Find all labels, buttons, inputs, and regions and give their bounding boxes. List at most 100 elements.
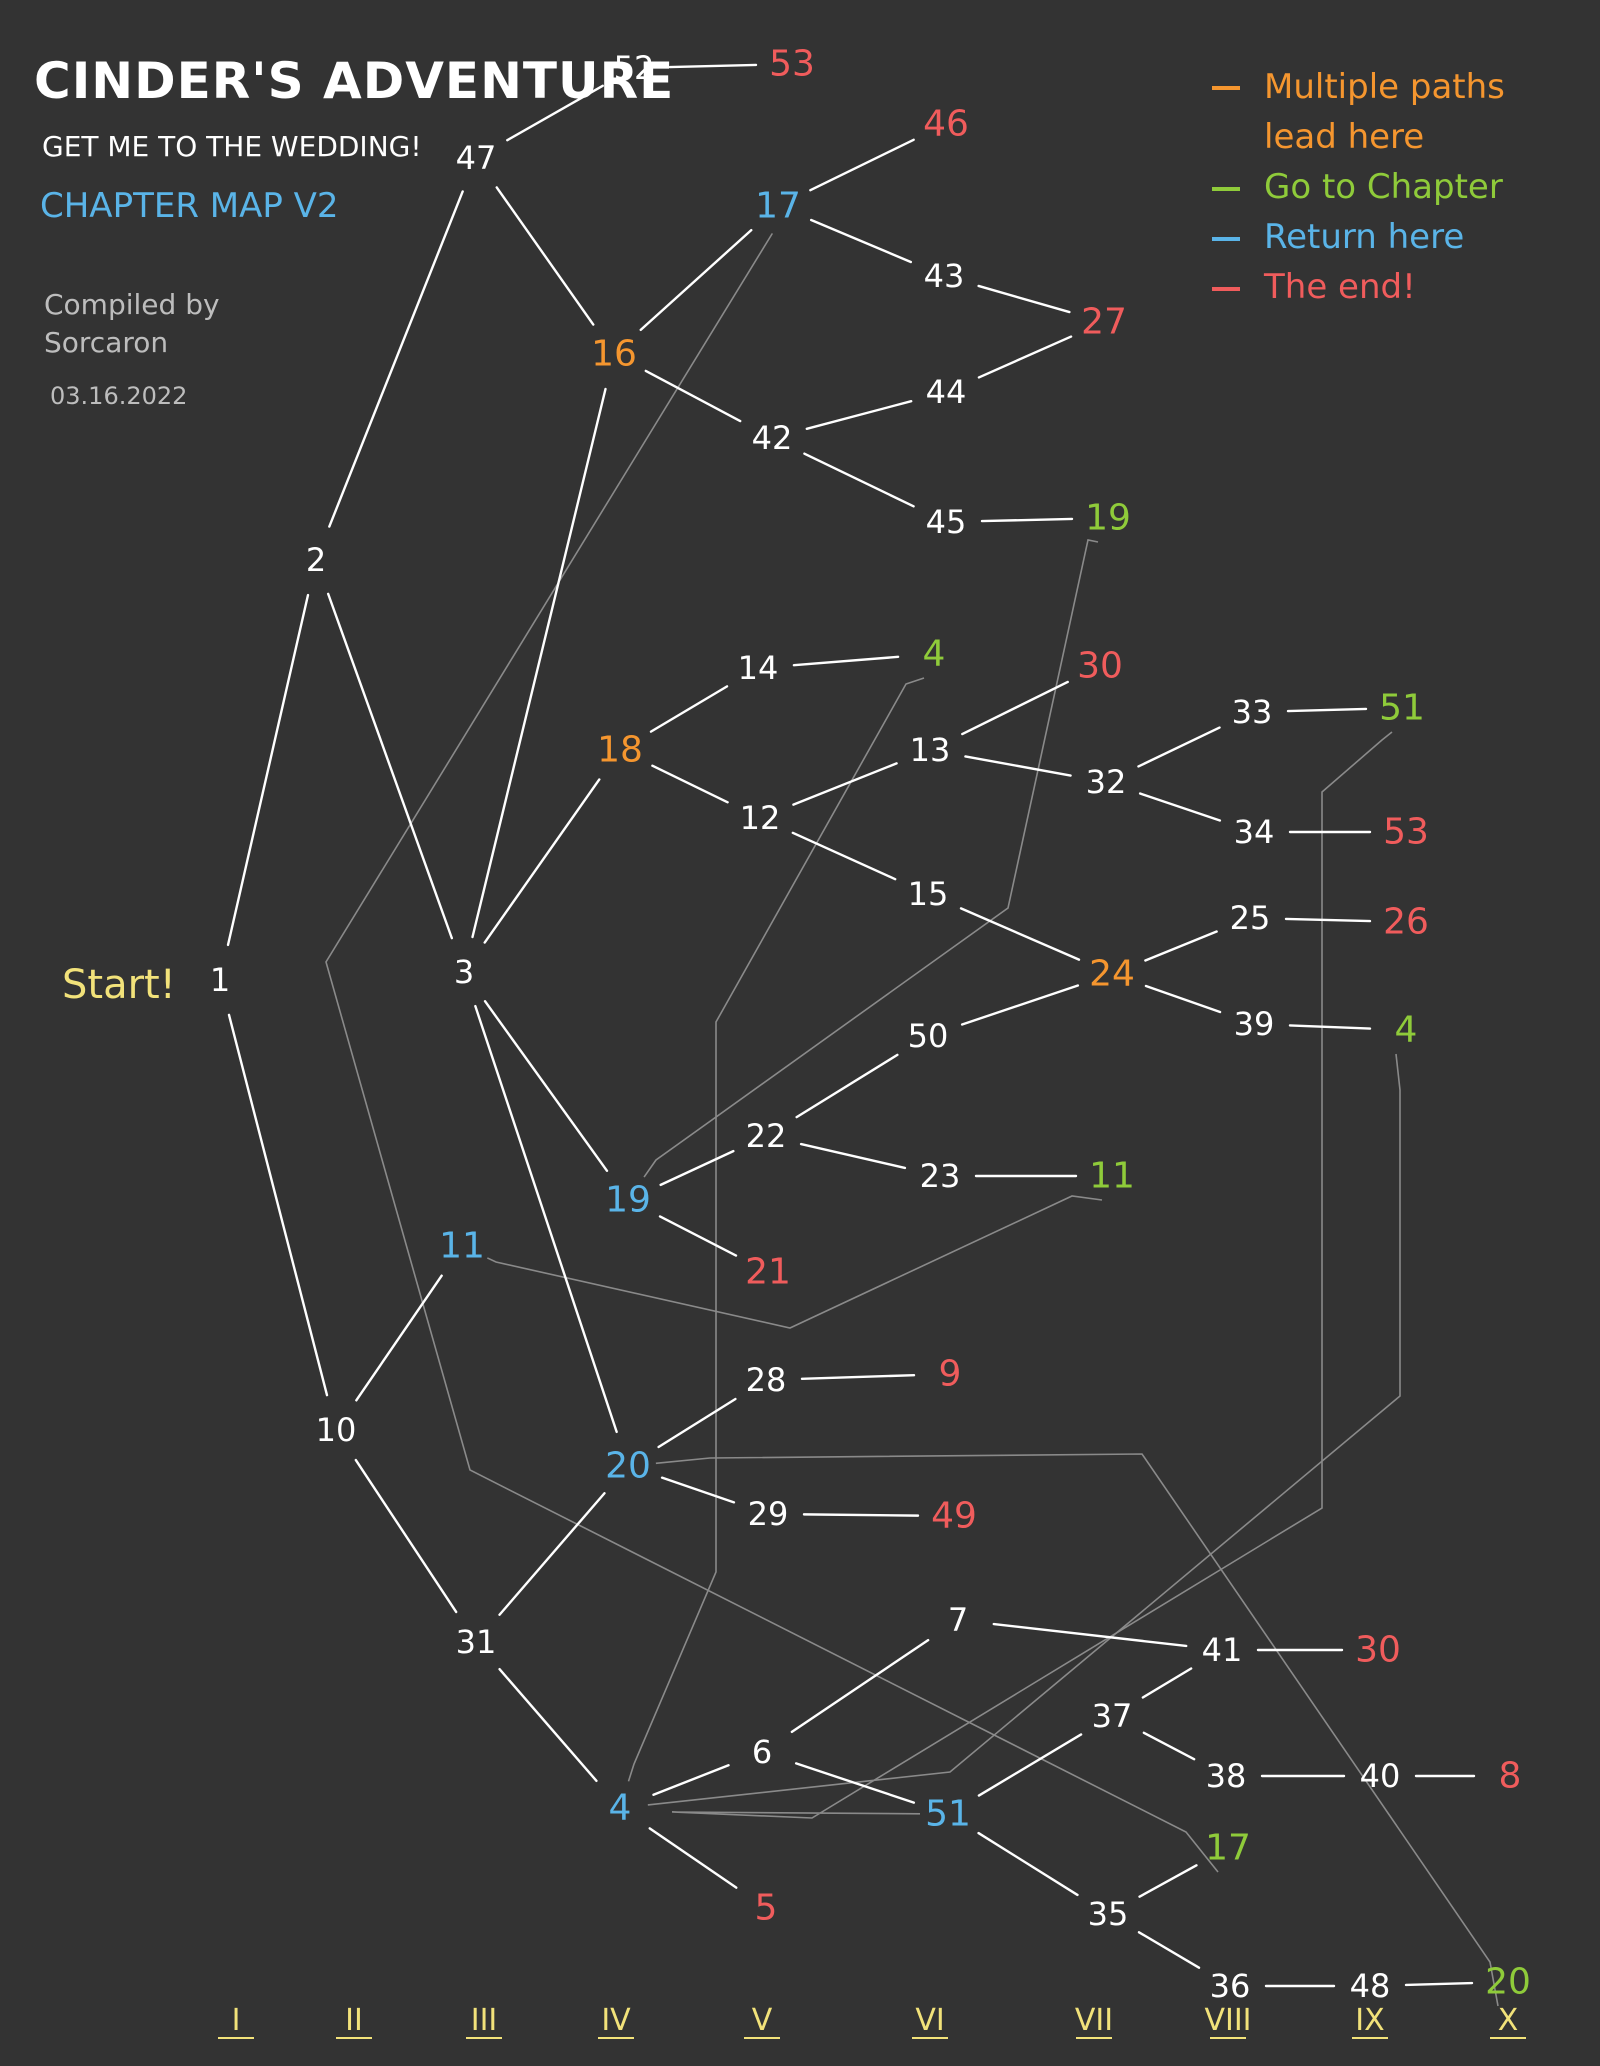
chapter-node-n11: 11 xyxy=(439,1226,485,1267)
chapter-node-e9: 9 xyxy=(939,1354,962,1395)
chapter-node-n47: 47 xyxy=(456,139,497,177)
edge-line xyxy=(803,452,915,508)
edge-line xyxy=(977,335,1073,379)
chapter-node-n6: 6 xyxy=(752,1733,772,1771)
chapter-node-g51: 51 xyxy=(1379,688,1425,729)
legend-item-return: Return here xyxy=(1212,212,1572,262)
chapter-node-n48: 48 xyxy=(1350,1967,1391,2005)
chapter-node-n22: 22 xyxy=(746,1117,787,1155)
edge-line xyxy=(800,1373,916,1381)
legend-dash-end xyxy=(1212,286,1240,291)
edge-line xyxy=(792,762,898,806)
column-label: X xyxy=(1498,2003,1519,2038)
legend-label-multi: Multiple paths lead here xyxy=(1264,67,1505,157)
column-label: VI xyxy=(915,2003,944,2038)
chapter-node-n53a: 53 xyxy=(769,44,815,85)
edge-line xyxy=(809,138,915,192)
edge-line xyxy=(495,186,595,326)
edge-line xyxy=(1137,726,1221,768)
edge-line xyxy=(649,685,729,733)
chapter-node-n23: 23 xyxy=(920,1157,961,1195)
jump-line xyxy=(486,1195,1103,1329)
edge-line xyxy=(790,1638,930,1734)
chapter-node-n35: 35 xyxy=(1088,1895,1129,1933)
chapter-node-n37: 37 xyxy=(1092,1697,1133,1735)
edge-line xyxy=(659,1149,735,1187)
jump-line xyxy=(643,539,1099,1178)
chapter-node-n24: 24 xyxy=(1089,954,1135,995)
edge-line xyxy=(1288,1024,1372,1030)
edge-line xyxy=(964,755,1072,777)
chapter-node-e30a: 30 xyxy=(1077,646,1123,687)
edge-line xyxy=(805,400,913,430)
chapter-node-n43: 43 xyxy=(924,257,965,295)
chapter-node-n20: 20 xyxy=(605,1446,651,1487)
edge-line xyxy=(506,84,604,142)
edge-line xyxy=(977,1831,1079,1897)
chapter-node-g4a: 4 xyxy=(923,634,946,675)
column-label: VII xyxy=(1075,2003,1113,2038)
chapter-node-e30b: 30 xyxy=(1355,1630,1401,1671)
edge-line xyxy=(354,1458,458,1614)
chapter-node-n3: 3 xyxy=(454,953,474,991)
edge-line xyxy=(992,1622,1188,1648)
edge-line xyxy=(474,1004,618,1434)
edge-line xyxy=(355,1274,443,1402)
edge-line xyxy=(226,593,310,947)
edge-line xyxy=(977,1733,1083,1797)
legend-label-end: The end! xyxy=(1264,267,1416,307)
chapter-node-n14: 14 xyxy=(738,649,779,687)
jump-line xyxy=(325,233,1219,1873)
chapter-node-n12: 12 xyxy=(740,799,781,837)
chapter-node-g17: 17 xyxy=(1205,1828,1251,1869)
edge-line xyxy=(959,907,1081,961)
edge-line xyxy=(792,655,900,667)
edge-line xyxy=(791,831,897,881)
edge-line xyxy=(794,1762,916,1804)
edge-line xyxy=(483,1000,609,1172)
chapter-node-e8: 8 xyxy=(1499,1756,1522,1797)
column-label: VIII xyxy=(1204,2003,1251,2038)
legend-label-return: Return here xyxy=(1264,217,1465,257)
edge-line xyxy=(1138,1864,1198,1898)
edge-line xyxy=(795,1053,899,1119)
column-labels: I II III IV V VI VII VIII IX X xyxy=(218,2003,1526,2039)
chapter-node-n51: 51 xyxy=(925,1794,971,1835)
edge-line xyxy=(1141,1667,1193,1699)
chapter-node-n4: 4 xyxy=(609,1788,632,1829)
chapter-node-e26: 26 xyxy=(1383,902,1429,943)
chapter-node-n50: 50 xyxy=(908,1017,949,1055)
edge-line xyxy=(961,680,1069,736)
chapter-node-n15: 15 xyxy=(908,875,949,913)
chapter-node-g19: 19 xyxy=(1085,498,1131,539)
chapter-node-n13: 13 xyxy=(910,731,951,769)
legend: Multiple paths lead here Go to Chapter R… xyxy=(1212,62,1572,312)
chapter-node-e49: 49 xyxy=(931,1496,977,1537)
chapter-node-e53b: 53 xyxy=(1383,812,1429,853)
chapter-node-n5: 5 xyxy=(755,1888,778,1929)
map-title: CINDER'S ADVENTURE xyxy=(34,52,675,110)
chapter-node-n18: 18 xyxy=(597,730,643,771)
jump-line xyxy=(627,677,925,1782)
edge-line xyxy=(639,228,753,332)
edge-line xyxy=(1138,792,1222,822)
edge-line xyxy=(652,1764,730,1796)
chapter-node-n2: 2 xyxy=(306,541,326,579)
chapter-node-n19: 19 xyxy=(605,1180,651,1221)
edge-line xyxy=(658,1215,738,1257)
chapter-node-n42: 42 xyxy=(752,419,793,457)
compile-date: 03.16.2022 xyxy=(50,382,188,410)
edge-line xyxy=(1284,917,1372,923)
edge-line xyxy=(960,984,1080,1026)
chapter-node-n32: 32 xyxy=(1086,763,1127,801)
edge-line xyxy=(471,387,607,939)
edge-line xyxy=(802,1513,920,1517)
chapter-node-g20: 20 xyxy=(1485,1962,1531,2003)
edge-line xyxy=(1286,707,1368,713)
edge-lines xyxy=(226,63,1476,1988)
edge-line xyxy=(1142,1731,1196,1761)
chapter-node-n1: 1 xyxy=(210,961,230,999)
edge-line xyxy=(1404,1981,1474,1987)
